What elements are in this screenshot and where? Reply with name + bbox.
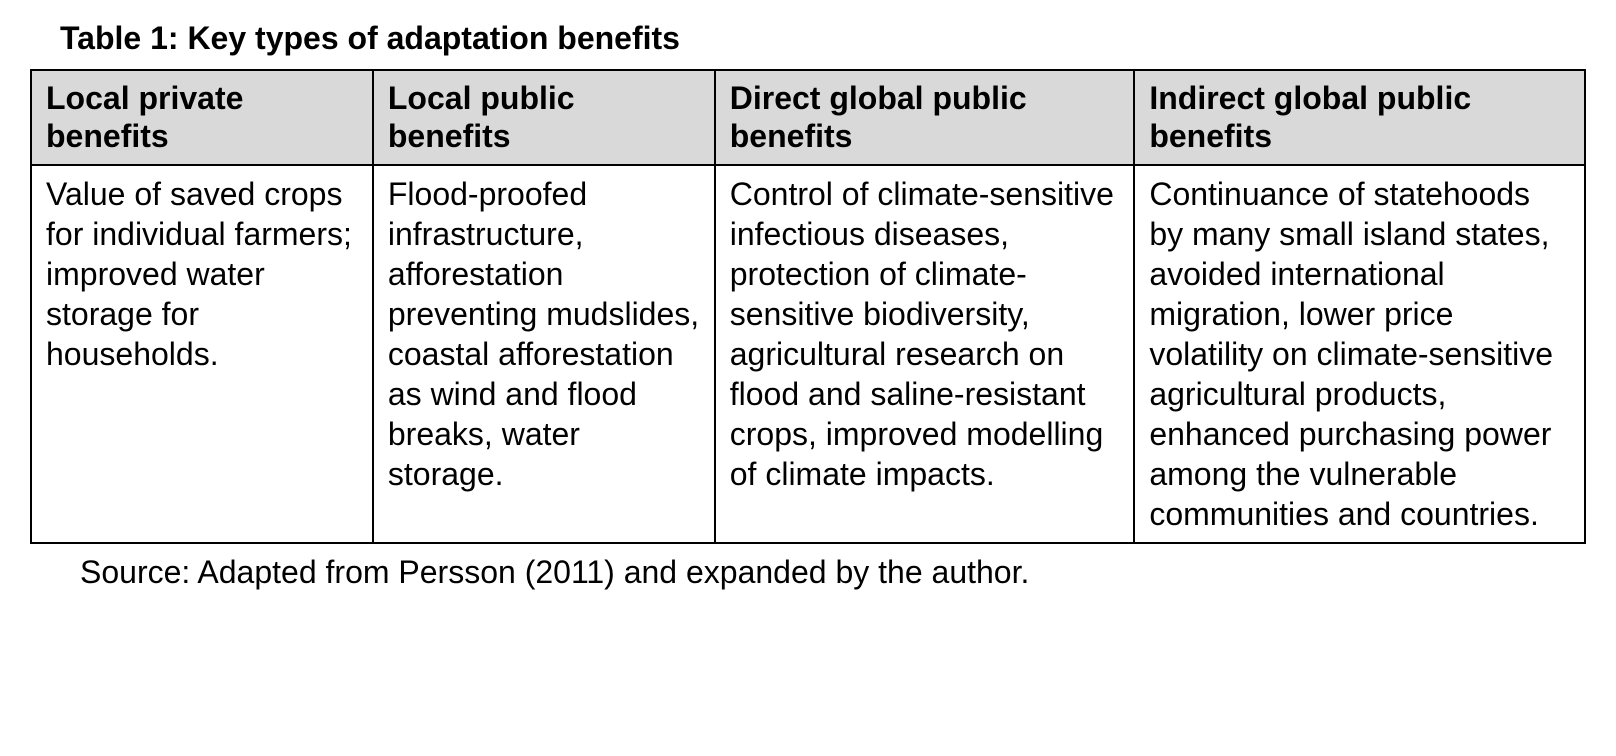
table-cell: Value of saved crops for individual farm… [31,165,373,543]
table-cell: Flood-proofed infrastructure, afforestat… [373,165,715,543]
table-title: Table 1: Key types of adaptation benefit… [60,20,1586,57]
table-header-row: Local private benefits Local public bene… [31,70,1585,165]
benefits-table: Local private benefits Local public bene… [30,69,1586,544]
column-header: Local private benefits [31,70,373,165]
column-header: Direct global public benefits [715,70,1135,165]
table-cell: Control of climate-sensitive infectious … [715,165,1135,543]
source-citation: Source: Adapted from Persson (2011) and … [80,554,1586,591]
column-header: Local public benefits [373,70,715,165]
table-cell: Continuance of statehoods by many small … [1134,165,1585,543]
table-row: Value of saved crops for individual farm… [31,165,1585,543]
column-header: Indirect global public benefits [1134,70,1585,165]
